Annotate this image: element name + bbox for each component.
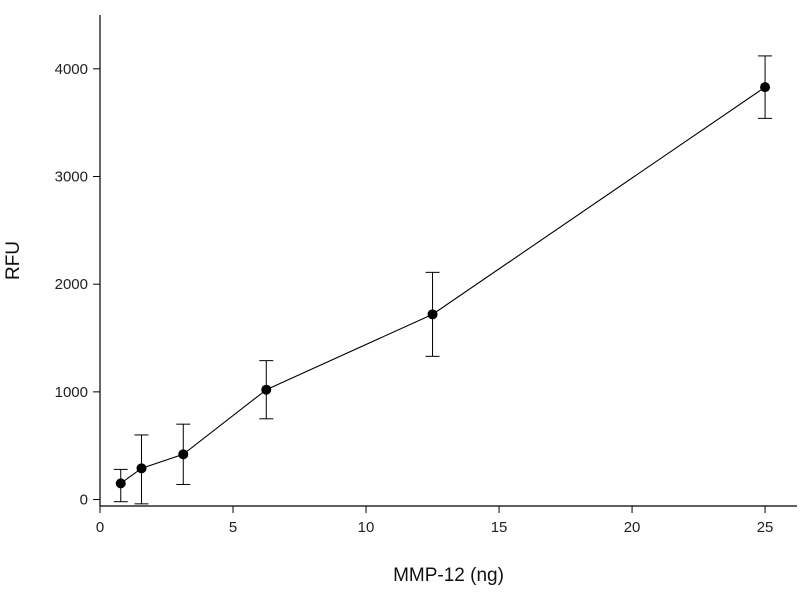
y-tick-label: 2000 bbox=[55, 276, 88, 293]
data-point bbox=[760, 82, 771, 93]
data-point bbox=[115, 478, 126, 489]
x-tick-label: 5 bbox=[229, 519, 237, 536]
y-tick-label: 1000 bbox=[55, 384, 88, 401]
series-line bbox=[120, 86, 766, 484]
axes bbox=[99, 15, 797, 507]
x-tick-label: 0 bbox=[96, 519, 104, 536]
x-tick-label: 15 bbox=[491, 519, 508, 536]
y-tick-label: 4000 bbox=[55, 61, 88, 78]
data-point bbox=[136, 463, 147, 474]
x-tick-label: 10 bbox=[358, 519, 375, 536]
data-point bbox=[427, 309, 438, 320]
y-axis-label: RFU bbox=[3, 241, 24, 280]
x-axis-ticks: 0 5 10 15 20 25 bbox=[96, 506, 774, 536]
y-tick-label: 0 bbox=[80, 492, 88, 509]
y-tick-label: 3000 bbox=[55, 169, 88, 186]
x-tick-label: 25 bbox=[757, 519, 774, 536]
series-line-0 bbox=[120, 86, 766, 484]
x-axis-label: MMP-12 (ng) bbox=[393, 565, 504, 586]
data-points bbox=[115, 82, 771, 489]
data-point bbox=[178, 449, 189, 460]
x-tick-label: 20 bbox=[624, 519, 641, 536]
y-axis-ticks: 0 1000 2000 3000 4000 bbox=[55, 61, 100, 509]
data-point bbox=[261, 384, 272, 395]
error-bars bbox=[113, 55, 773, 505]
